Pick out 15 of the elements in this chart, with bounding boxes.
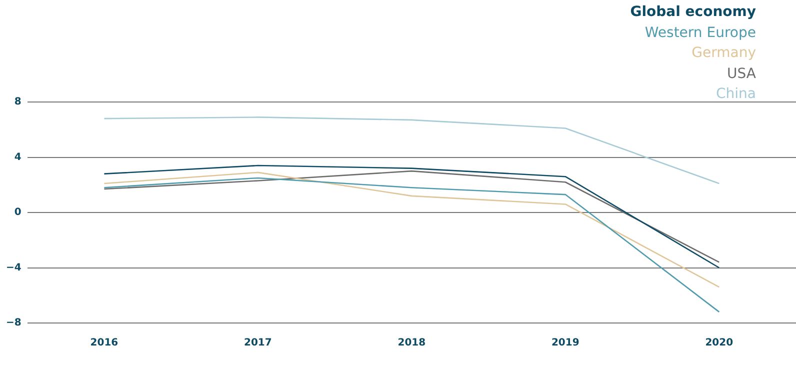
y-tick-label: 4 <box>14 152 22 163</box>
y-tick-label: −4 <box>6 262 22 274</box>
text: Germany <box>690 44 756 63</box>
x-tick-label: 2016 <box>90 338 118 349</box>
x-tick-label: 2020 <box>705 338 734 349</box>
y-tick-label: −8 <box>6 318 22 329</box>
x-tick-label: 2019 <box>551 338 580 349</box>
y-tick-label: 0 <box>14 207 22 218</box>
text: Western Europe <box>644 24 756 42</box>
x-tick-label: 2018 <box>398 338 426 349</box>
text: USA <box>726 64 756 84</box>
y-tick-label: 8 <box>14 96 22 108</box>
x-tick-label: 2017 <box>244 338 272 349</box>
text: China <box>715 85 756 104</box>
text: Global economy <box>630 3 756 22</box>
